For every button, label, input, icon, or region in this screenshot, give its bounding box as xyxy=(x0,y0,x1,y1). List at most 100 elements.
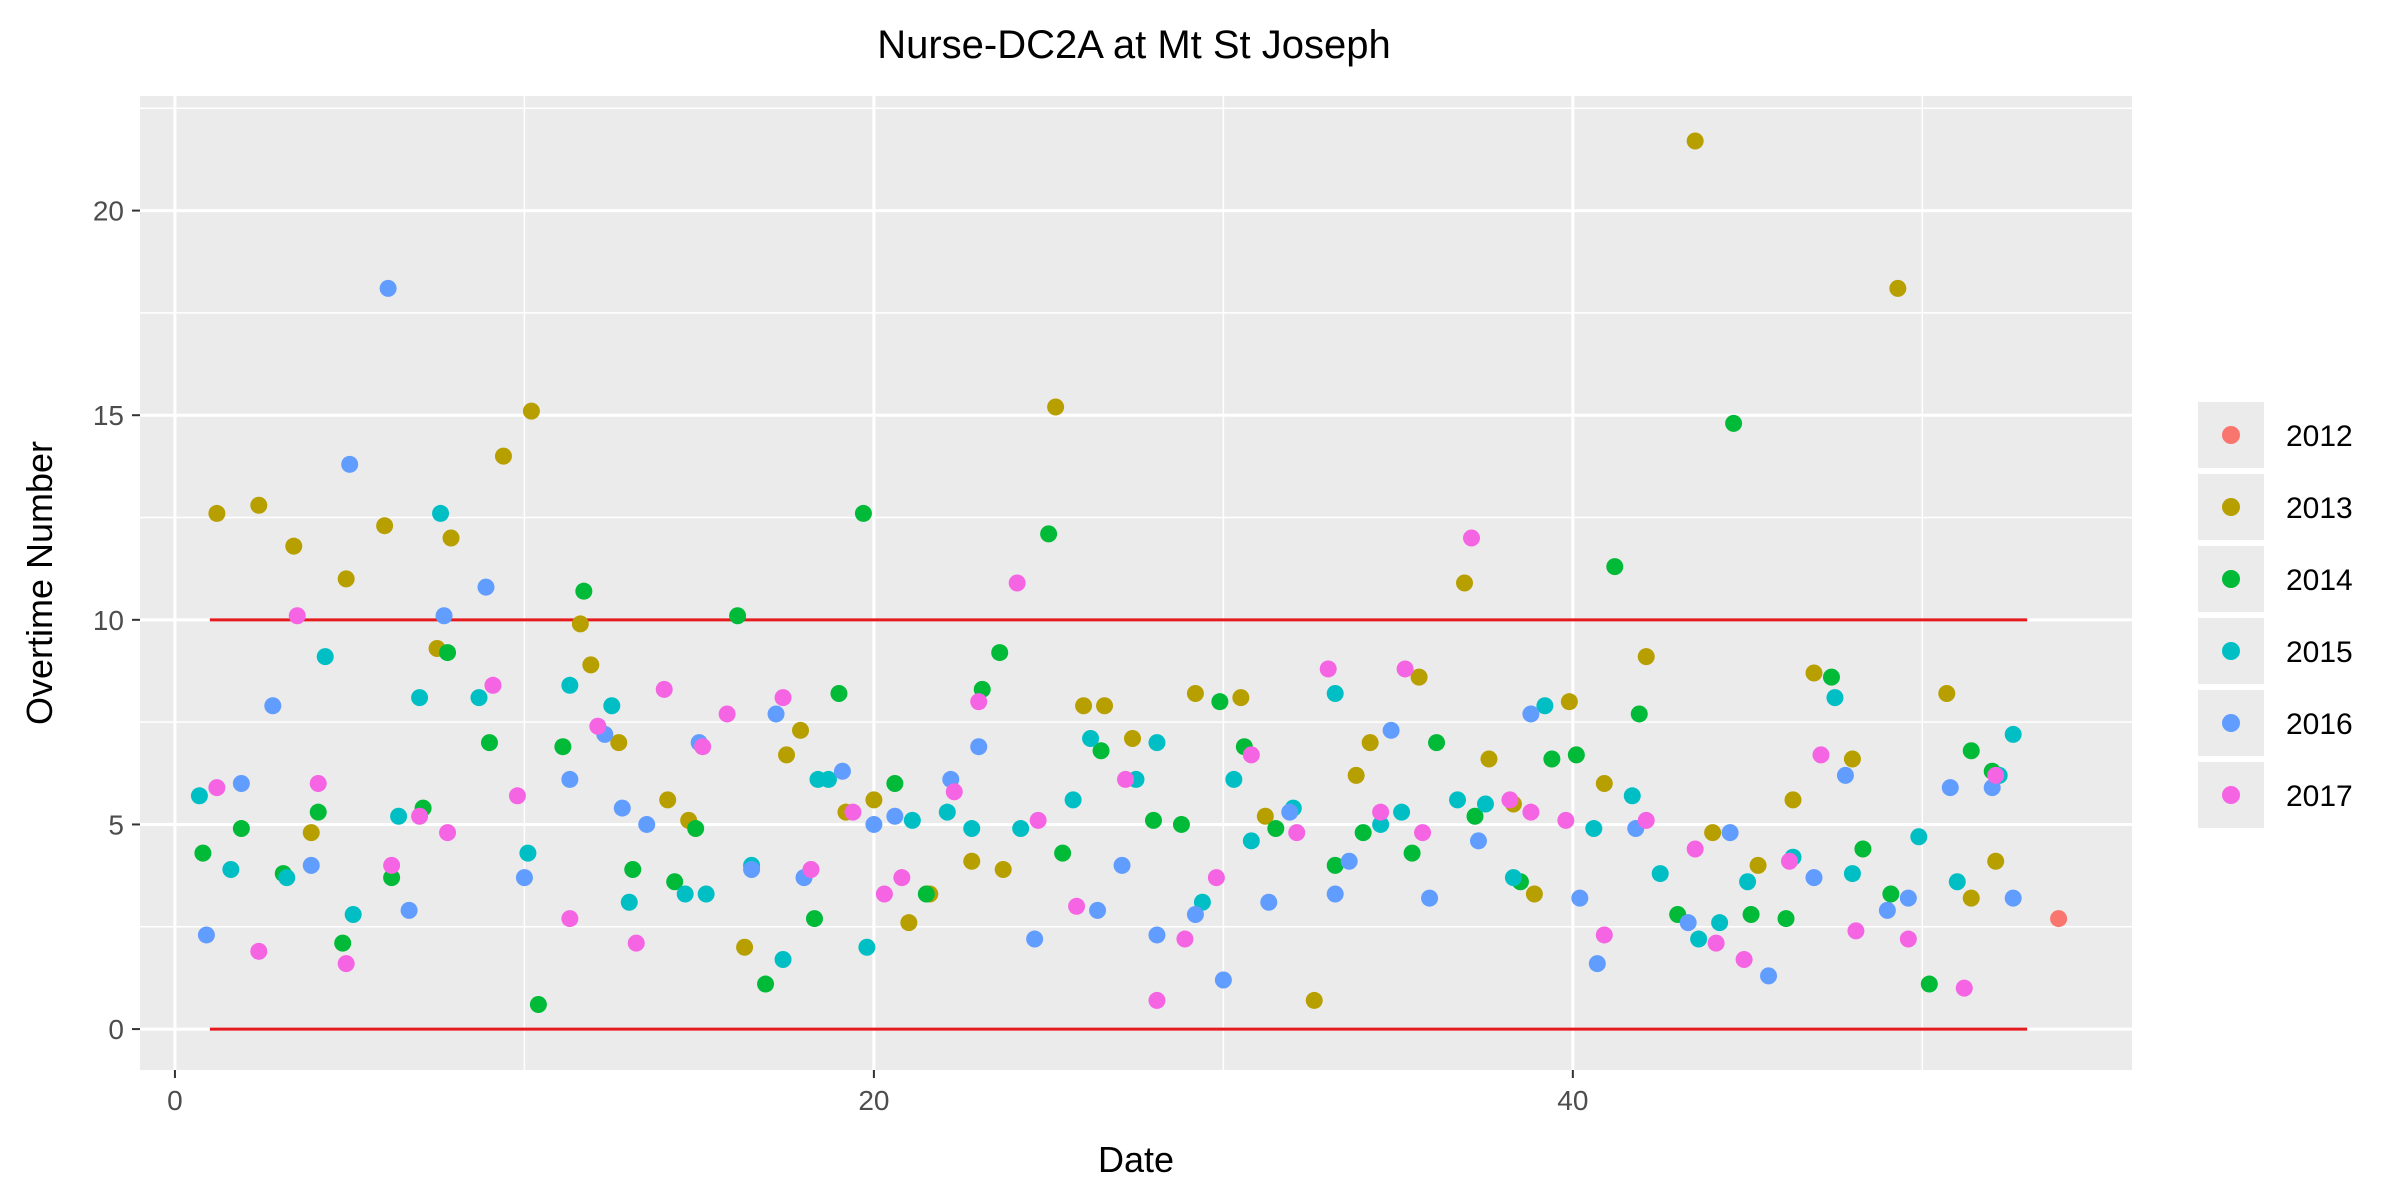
data-point-2012 xyxy=(2050,910,2068,928)
data-point-2016 xyxy=(1186,905,1204,923)
data-point-2017 xyxy=(1008,574,1026,592)
y-axis: 0 5 10 15 20 xyxy=(93,196,140,1045)
data-point-2013 xyxy=(582,656,600,674)
data-point-2016 xyxy=(515,869,533,887)
y-tick-label: 5 xyxy=(108,809,124,840)
data-point-2014 xyxy=(232,820,250,838)
data-point-2014 xyxy=(666,873,684,891)
x-tick-label: 40 xyxy=(1557,1085,1588,1116)
data-point-2013 xyxy=(1749,856,1767,874)
data-point-2014 xyxy=(575,582,593,600)
data-point-2013 xyxy=(1525,885,1543,903)
data-point-2015 xyxy=(1082,730,1100,748)
data-point-2013 xyxy=(1075,697,1093,715)
data-point-2014 xyxy=(439,644,457,662)
data-point-2016 xyxy=(638,815,656,833)
data-point-2013 xyxy=(376,517,394,535)
data-point-2014 xyxy=(991,644,1009,662)
data-point-2016 xyxy=(435,607,453,625)
data-point-2014 xyxy=(1742,905,1760,923)
legend-label: 2014 xyxy=(2286,564,2353,597)
data-point-2015 xyxy=(1948,873,1966,891)
data-point-2013 xyxy=(1256,807,1274,825)
data-point-2013 xyxy=(1889,279,1907,297)
data-point-2013 xyxy=(1805,664,1823,682)
data-point-2015 xyxy=(1504,869,1522,887)
data-point-2014 xyxy=(805,910,823,928)
data-point-2014 xyxy=(1920,975,1938,993)
data-point-2017 xyxy=(1686,840,1704,858)
data-point-2013 xyxy=(337,570,355,588)
data-point-2015 xyxy=(1148,734,1166,752)
data-point-2015 xyxy=(411,689,429,707)
data-point-2016 xyxy=(1899,889,1917,907)
data-point-2014 xyxy=(1054,844,1072,862)
data-point-2014 xyxy=(917,885,935,903)
legend-marker xyxy=(2222,714,2240,732)
data-point-2017 xyxy=(1176,930,1194,948)
data-point-2016 xyxy=(1522,705,1540,723)
data-point-2014 xyxy=(687,820,705,838)
legend-label: 2017 xyxy=(2286,780,2353,813)
data-point-2013 xyxy=(963,852,981,870)
data-point-2015 xyxy=(1064,791,1082,809)
data-point-2015 xyxy=(1012,820,1030,838)
data-point-2013 xyxy=(792,721,810,739)
data-point-2013 xyxy=(285,537,303,555)
data-point-2017 xyxy=(484,676,502,694)
data-point-2017 xyxy=(508,787,526,805)
data-point-2016 xyxy=(1281,803,1299,821)
data-point-2016 xyxy=(197,926,215,944)
data-point-2017 xyxy=(337,955,355,973)
data-point-2014 xyxy=(383,869,401,887)
data-point-2013 xyxy=(1361,734,1379,752)
control-limit-lines xyxy=(209,618,2028,1031)
data-point-2014 xyxy=(1725,414,1743,432)
data-point-2013 xyxy=(522,402,540,420)
data-point-2015 xyxy=(1623,787,1641,805)
data-point-2017 xyxy=(208,779,226,797)
data-point-2016 xyxy=(1805,869,1823,887)
legend-label: 2012 xyxy=(2286,420,2353,453)
legend-marker xyxy=(2222,498,2240,516)
data-point-2015 xyxy=(432,504,450,522)
data-point-2015 xyxy=(620,893,638,911)
data-point-2013 xyxy=(1232,689,1250,707)
data-point-2015 xyxy=(1826,689,1844,707)
data-point-2017 xyxy=(589,717,607,735)
data-point-2016 xyxy=(561,770,579,788)
data-point-2014 xyxy=(1777,910,1795,928)
data-point-2015 xyxy=(676,885,694,903)
data-point-2015 xyxy=(1690,930,1708,948)
data-point-2016 xyxy=(1089,901,1107,919)
data-point-2017 xyxy=(1501,791,1519,809)
data-point-2014 xyxy=(554,738,572,756)
data-point-2014 xyxy=(194,844,212,862)
data-point-2016 xyxy=(1679,914,1697,932)
legend-marker xyxy=(2222,642,2240,660)
data-point-2014 xyxy=(757,975,775,993)
data-point-2016 xyxy=(264,697,282,715)
data-point-2016 xyxy=(1878,901,1896,919)
data-point-2017 xyxy=(1462,529,1480,547)
data-point-2013 xyxy=(1347,766,1365,784)
data-point-2016 xyxy=(302,856,320,874)
data-point-2015 xyxy=(390,807,408,825)
data-point-2017 xyxy=(1595,926,1613,944)
minor-gridlines xyxy=(140,96,2132,1070)
data-point-2013 xyxy=(1784,791,1802,809)
data-point-2017 xyxy=(627,934,645,952)
data-point-2014 xyxy=(1567,746,1585,764)
data-point-2016 xyxy=(767,705,785,723)
data-point-2016 xyxy=(1421,889,1439,907)
data-point-2015 xyxy=(1651,865,1669,883)
data-point-2017 xyxy=(1288,824,1306,842)
data-point-2014 xyxy=(886,775,904,793)
data-point-2016 xyxy=(1721,824,1739,842)
data-point-2017 xyxy=(1148,991,1166,1009)
data-point-2016 xyxy=(1941,779,1959,797)
data-point-2017 xyxy=(1847,922,1865,940)
data-point-2017 xyxy=(1396,660,1414,678)
data-point-2014 xyxy=(480,734,498,752)
data-point-2013 xyxy=(1637,648,1655,666)
